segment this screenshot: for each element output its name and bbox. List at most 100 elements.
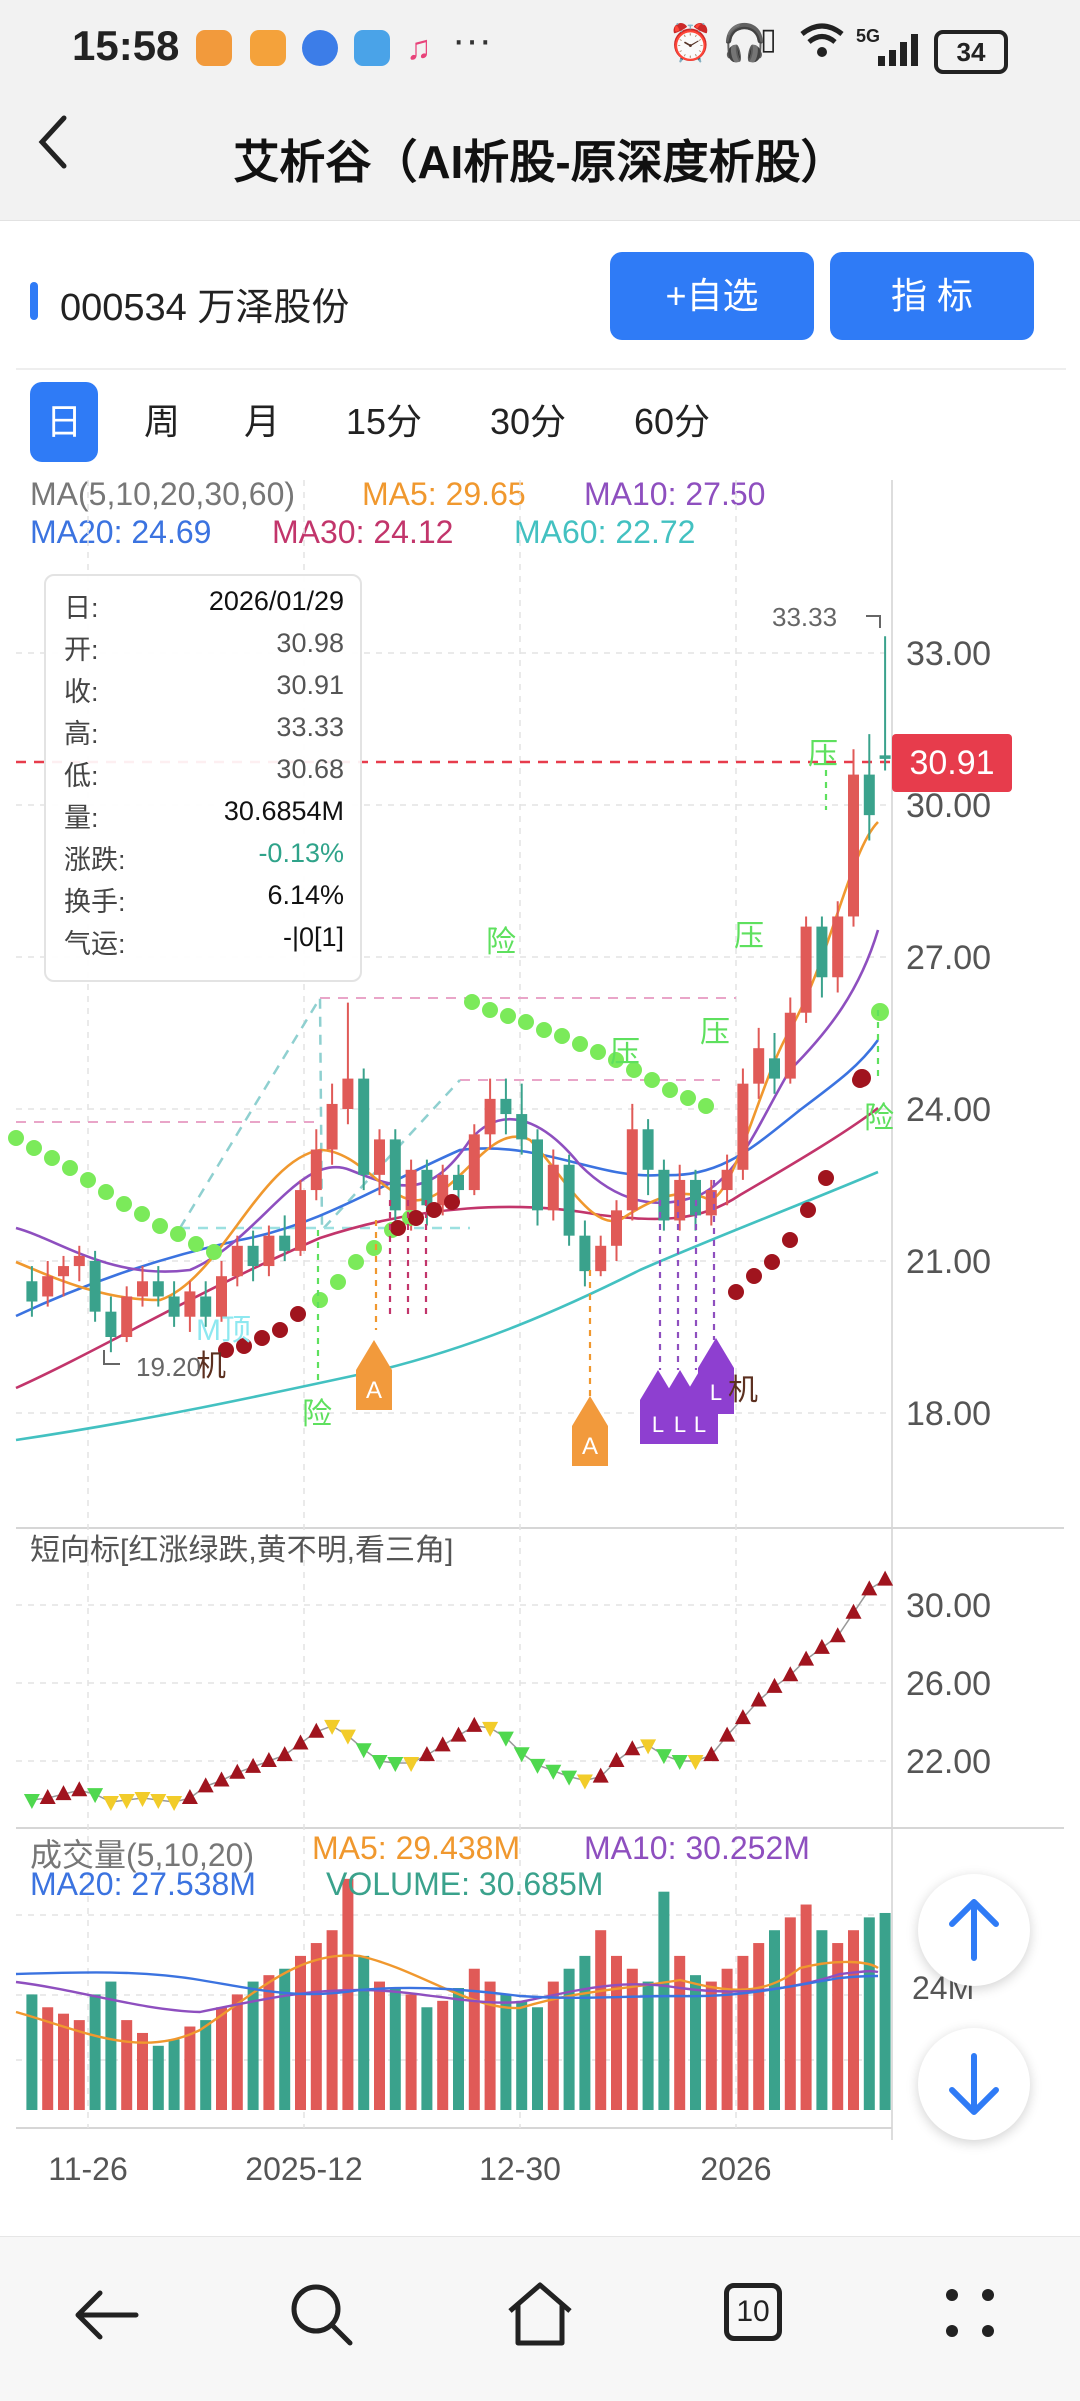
green-dot (188, 1236, 204, 1252)
price-axis-label: 27.00 (906, 939, 991, 977)
volume-bar (421, 2007, 433, 2110)
candle (263, 1225, 275, 1277)
ma5-line (15, 821, 879, 1302)
direction-triangle (150, 1794, 167, 1809)
candle (279, 1215, 291, 1261)
candle (247, 1230, 259, 1282)
chevron-left-icon[interactable] (34, 112, 74, 187)
short-direction-triangles (23, 1570, 894, 1811)
green-dot (500, 1008, 516, 1024)
signal-l-markers (640, 1338, 734, 1444)
indicator-button[interactable]: 指 标 (830, 252, 1034, 340)
volume-bar (563, 1968, 575, 2110)
candle (326, 1083, 338, 1165)
svg-text:11-26: 11-26 (48, 2151, 127, 2187)
volume-bar (105, 1981, 117, 2110)
direction-triangle (134, 1792, 151, 1808)
menu-dots-icon[interactable] (940, 2283, 1000, 2348)
volume-bar (611, 1955, 622, 2110)
short-axis-label: 26.00 (906, 1665, 991, 1703)
direction-triangle (497, 1731, 514, 1747)
candle (626, 1103, 638, 1221)
volume-bar (247, 1981, 259, 2110)
tab-15min[interactable]: 15分 (345, 401, 423, 442)
volume-bar (784, 1917, 796, 2110)
red-dot (853, 1069, 871, 1087)
ohlc-info-box: 日: 2026/01/29 开: 30.98 收: 30.91 高: 33.33 低: 3… (44, 574, 362, 982)
direction-triangle (181, 1789, 198, 1805)
candles (26, 636, 891, 1353)
direction-triangle (466, 1716, 483, 1732)
add-watchlist-button[interactable]: +自选 (610, 252, 814, 340)
direction-triangle (308, 1722, 325, 1738)
direction-triangle (545, 1764, 562, 1780)
red-dot (236, 1338, 252, 1354)
direction-triangle (118, 1794, 135, 1809)
candle (389, 1129, 401, 1221)
stock-code-name: 000534 万泽股份 (60, 287, 350, 329)
opportunity-label: 机 (196, 1350, 226, 1383)
volume-bar (310, 1943, 322, 2110)
tab-30min[interactable]: 30分 (489, 401, 567, 442)
direction-triangle (529, 1758, 546, 1774)
more-notifications-icon: ··· (452, 18, 492, 62)
current-price-tag: 30.91 (892, 734, 1012, 792)
candle (863, 734, 875, 841)
home-icon[interactable] (504, 2279, 576, 2354)
scroll-down-button[interactable] (918, 2028, 1030, 2140)
scroll-up-button[interactable] (918, 1874, 1030, 1986)
direction-triangle (561, 1770, 578, 1786)
green-dot (26, 1140, 42, 1156)
green-dot (170, 1226, 186, 1242)
candle (658, 1159, 670, 1231)
candle (674, 1164, 686, 1231)
volume-bar (848, 1930, 859, 2110)
green-dot (464, 994, 480, 1010)
red-dot (272, 1322, 288, 1338)
direction-triangle (671, 1755, 688, 1770)
battery-level: 34 (956, 37, 986, 67)
volume-bar (89, 1994, 101, 2110)
svg-text:L: L (674, 1412, 686, 1437)
tab-60min[interactable]: 60分 (633, 401, 711, 442)
tab-day[interactable]: 日 (30, 382, 98, 462)
candle (642, 1119, 654, 1196)
divider (16, 368, 1066, 370)
direction-triangle (608, 1752, 625, 1767)
m-top-label: M顶 (196, 1314, 251, 1347)
green-dot (871, 1003, 889, 1021)
direction-triangle (829, 1627, 846, 1643)
candle (848, 749, 859, 927)
short-direction-line (31, 1579, 886, 1803)
volume-bar (437, 2000, 449, 2110)
tabs-icon[interactable]: 10 (724, 2283, 782, 2341)
green-dot (366, 1240, 382, 1256)
volume-bars (26, 1878, 891, 2110)
chart-grid (16, 480, 1064, 2140)
high-label: 33.33 (772, 602, 837, 632)
info-row-low: 低: 30.68 (64, 754, 344, 791)
direction-triangle (403, 1756, 420, 1772)
ma20-line (15, 1039, 880, 1318)
direction-triangle (687, 1755, 704, 1770)
volume-bar (500, 1994, 512, 2110)
tab-week[interactable]: 周 (143, 401, 180, 442)
vol-ma20-value: MA20: 27.538M (30, 1866, 256, 1902)
direction-triangle (324, 1719, 341, 1735)
volume-bar (737, 1955, 749, 2110)
red-dot (290, 1306, 306, 1322)
direction-triangle (276, 1746, 293, 1762)
alarm-icon: ⏰ (668, 22, 713, 63)
wifi-icon (800, 22, 844, 69)
signal-icon (876, 32, 922, 75)
volume-bar (231, 1994, 243, 2110)
search-icon[interactable] (286, 2279, 356, 2354)
trend-dots (8, 994, 889, 1358)
tab-month[interactable]: 月 (243, 401, 280, 442)
green-dot (116, 1196, 132, 1212)
vol-ma20-line (15, 1971, 879, 1999)
vol-ma5-value: MA5: 29.438M (312, 1830, 521, 1866)
green-dot (80, 1172, 96, 1188)
back-arrow-icon[interactable] (72, 2285, 142, 2350)
